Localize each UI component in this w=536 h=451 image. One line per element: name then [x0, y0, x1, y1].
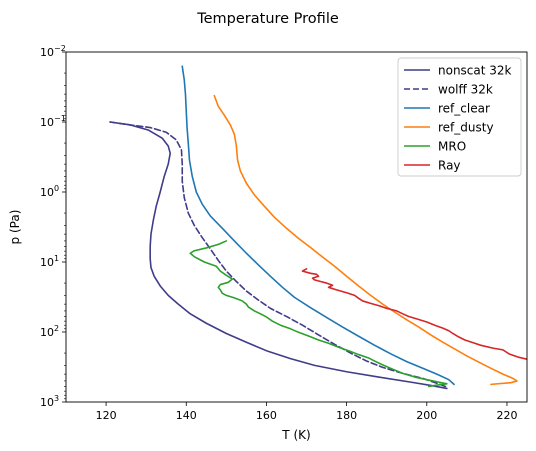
series-line-ray — [301, 267, 527, 361]
legend-label: nonscat 32k — [438, 64, 512, 78]
x-axis-ticks: 120 140 160 180 200 220 — [96, 402, 517, 422]
plot-frame — [65, 51, 528, 403]
x-tick-label: 220 — [496, 409, 517, 422]
x-tick-label: 140 — [176, 409, 197, 422]
series-line-ref-dusty — [213, 94, 518, 386]
y-tick-label: 101 — [40, 254, 59, 269]
y-axis-ticks: 10−2 10−1 100 101 102 103 — [40, 44, 66, 409]
x-tick-label: 120 — [96, 409, 117, 422]
series-line-mro — [189, 240, 448, 388]
y-tick-label: 103 — [40, 394, 59, 409]
series-line-ref-clear — [181, 65, 455, 386]
legend-label: ref_clear — [438, 102, 490, 116]
x-tick-label: 180 — [336, 409, 357, 422]
y-axis-label: p (Pa) — [8, 210, 22, 245]
y-tick-label: 10−1 — [40, 114, 66, 129]
x-axis-label: T (K) — [281, 428, 310, 442]
legend-label: Ray — [438, 159, 461, 173]
y-tick-label: 10−2 — [40, 44, 66, 59]
legend-label: wolff 32k — [438, 83, 493, 97]
legend-label: MRO — [438, 140, 466, 154]
series-line-nonscat-32k — [109, 121, 448, 390]
x-tick-label: 160 — [256, 409, 277, 422]
series-line-wolff-32k — [109, 121, 448, 388]
legend-label: ref_dusty — [438, 121, 494, 135]
legend: nonscat 32k wolff 32k ref_clear ref_dusty MR… — [397, 57, 522, 177]
x-tick-label: 200 — [416, 409, 437, 422]
y-tick-label: 102 — [40, 324, 59, 339]
y-tick-label: 100 — [40, 184, 59, 199]
series-layer — [109, 65, 527, 390]
chart-title: Temperature Profile — [196, 11, 339, 27]
